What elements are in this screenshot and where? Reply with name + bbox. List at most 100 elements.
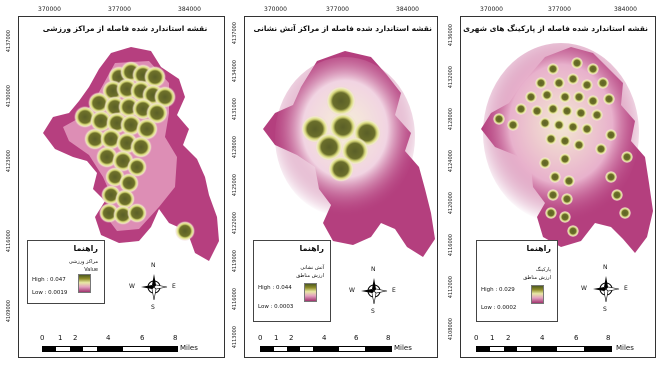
map-surface: [43, 47, 219, 261]
fire-stations: [301, 86, 381, 182]
map-surface: [481, 43, 653, 253]
north-label-s: S: [151, 304, 155, 311]
y-tick: 4122000: [232, 212, 238, 235]
sports-centers: [74, 61, 195, 241]
map-title: نقشه استاندارد شده فاصله از پارکینگ های …: [463, 24, 648, 33]
north-label-w: W: [581, 285, 587, 292]
legend-low-value: Low : 0.0003: [258, 304, 294, 310]
scale-bar: [260, 346, 392, 352]
x-tick: 370000: [264, 6, 287, 13]
scale-bar: [476, 346, 612, 352]
y-tick: 4134000: [232, 60, 238, 83]
north-label-w: W: [129, 283, 135, 290]
map-legend: راهنما مراکز ورزشی Value High : 0.047 Lo…: [27, 240, 105, 304]
parking-lots: [493, 57, 633, 237]
scale-tick: 2: [73, 334, 78, 342]
north-label-e: E: [172, 283, 176, 290]
y-tick: 4124000: [448, 150, 454, 173]
legend-color-ramp: [304, 283, 317, 302]
map-panel-parking: 370000 377000 384000 4136000 4132000 412…: [440, 0, 656, 365]
north-label-e: E: [624, 285, 628, 292]
x-tick: 377000: [326, 6, 349, 13]
legend-title: راهنما: [73, 244, 98, 253]
scale-tick: 8: [173, 334, 178, 342]
map-legend: راهنما آتش نشانی ارزش مناطق High : 0.044…: [253, 240, 331, 322]
scale-tick: 1: [58, 334, 63, 342]
scale-tick: 1: [274, 334, 279, 342]
y-tick: 4116000: [448, 234, 454, 257]
map-surface: [263, 51, 435, 257]
scale-tick: 1: [490, 334, 495, 342]
north-label-w: W: [349, 287, 355, 294]
scale-tick: 6: [574, 334, 579, 342]
y-tick: 4125000: [232, 174, 238, 197]
scale-unit: Miles: [180, 344, 198, 352]
legend-high-value: High : 0.044: [258, 285, 292, 291]
scale-tick: 6: [354, 334, 359, 342]
scale-tick: 2: [506, 334, 511, 342]
map-panel-sports: 370000 377000 384000 4137000 4130000 412…: [0, 0, 225, 365]
y-tick: 4116000: [232, 288, 238, 311]
north-label-s: S: [603, 306, 607, 313]
y-tick: 4136000: [448, 24, 454, 47]
y-tick: 4123000: [6, 150, 12, 173]
map-title: نقشه استاندارد شده فاصله از مراکز آتش نش…: [253, 24, 432, 33]
y-tick: 4113000: [232, 326, 238, 349]
scale-bar: [42, 346, 178, 352]
y-tick: 4137000: [232, 22, 238, 45]
legend-color-ramp: [78, 274, 91, 293]
scale-tick: 6: [140, 334, 145, 342]
x-tick: 384000: [178, 6, 201, 13]
y-tick: 4120000: [448, 192, 454, 215]
north-arrow: N S E W: [129, 262, 176, 311]
y-tick: 4137000: [6, 30, 12, 53]
x-tick: 384000: [614, 6, 637, 13]
y-tick: 4130000: [6, 85, 12, 108]
legend-title: راهنما: [299, 244, 324, 253]
y-tick: 4116000: [6, 230, 12, 253]
scale-tick: 2: [289, 334, 294, 342]
legend-high-value: High : 0.047: [32, 277, 66, 283]
scale-tick: 4: [106, 334, 111, 342]
legend-high-value: High : 0.029: [481, 287, 515, 293]
x-tick: 384000: [396, 6, 419, 13]
x-tick: 370000: [38, 6, 61, 13]
legend-layer-name: آتش نشانی: [300, 265, 324, 271]
map-title: نقشه استاندارد شده فاصله از مراکز ورزشی: [42, 24, 208, 33]
legend-low-value: Low : 0.0002: [481, 305, 517, 311]
north-label-n: N: [371, 266, 376, 273]
north-label-e: E: [392, 287, 396, 294]
x-tick: 377000: [548, 6, 571, 13]
north-label-n: N: [151, 262, 156, 269]
legend-field-name: Value: [84, 267, 98, 273]
map-panel-fire-stations: 370000 377000 384000 4137000 4134000 413…: [226, 0, 438, 365]
y-tick: 4132000: [448, 66, 454, 89]
legend-color-ramp: [531, 285, 544, 304]
x-tick: 370000: [480, 6, 503, 13]
y-tick: 4112000: [448, 276, 454, 299]
y-tick: 4109000: [6, 300, 12, 323]
y-tick: 4128000: [448, 108, 454, 131]
y-tick: 4119000: [232, 250, 238, 273]
scale-tick: 0: [40, 334, 45, 342]
scale-unit: Miles: [616, 344, 634, 352]
scale-tick: 8: [606, 334, 611, 342]
map-legend: راهنما پارکینگ ارزش مناطق High : 0.029 L…: [476, 240, 558, 322]
y-tick: 4128000: [232, 136, 238, 159]
scale-tick: 0: [474, 334, 479, 342]
north-label-n: N: [603, 264, 608, 271]
scale-unit: Miles: [394, 344, 412, 352]
y-tick: 4131000: [232, 98, 238, 121]
x-tick: 377000: [108, 6, 131, 13]
legend-layer-name: پارکینگ: [535, 267, 551, 273]
y-tick: 4108000: [448, 318, 454, 341]
scale-tick: 4: [322, 334, 327, 342]
legend-field-name: ارزش مناطق: [296, 273, 324, 279]
map-frame: [460, 16, 656, 358]
scale-tick: 4: [540, 334, 545, 342]
north-arrow: N S E W: [349, 266, 396, 315]
legend-low-value: Low : 0.0019: [32, 290, 68, 296]
legend-title: راهنما: [526, 244, 551, 253]
scale-tick: 0: [258, 334, 263, 342]
north-label-s: S: [371, 308, 375, 315]
